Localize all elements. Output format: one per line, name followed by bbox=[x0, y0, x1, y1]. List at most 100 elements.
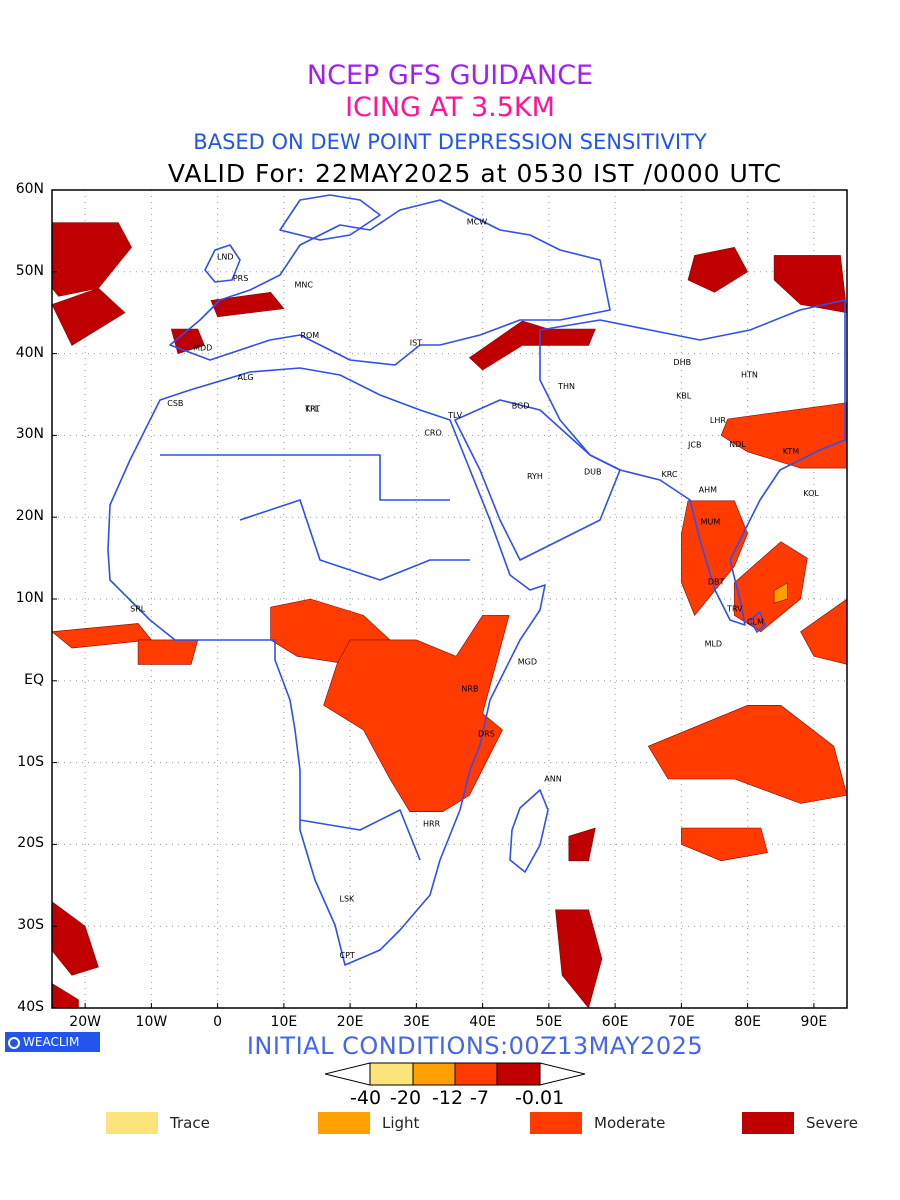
city-label-ann: ANN bbox=[544, 774, 561, 783]
icing-region-bengal-light bbox=[773, 582, 788, 604]
colorbar bbox=[325, 1062, 585, 1086]
lat-label: 30N bbox=[15, 426, 44, 443]
lon-label: 10W bbox=[135, 1014, 168, 1030]
icing-region-south-atlantic bbox=[51, 901, 99, 976]
icing-region-atlantic-eq bbox=[137, 639, 199, 665]
colorbar-segment bbox=[369, 1062, 414, 1086]
icing-region-south-atlantic-edge bbox=[51, 982, 79, 1009]
city-label-srl: SRL bbox=[130, 604, 146, 613]
europe-outline bbox=[169, 199, 611, 366]
city-label-ryh: RYH bbox=[527, 472, 543, 481]
city-label-dbt: DBT bbox=[708, 577, 725, 586]
city-label-alg: ALG bbox=[238, 373, 254, 382]
legend-swatch-trace bbox=[106, 1112, 158, 1134]
city-label-htn: HTN bbox=[741, 370, 758, 379]
legend-label-moderate: Moderate bbox=[594, 1114, 666, 1132]
city-label-dhb: DHB bbox=[673, 358, 691, 367]
icing-region-sumatra-south bbox=[681, 827, 768, 862]
icing-region-gulf-guinea bbox=[51, 623, 152, 649]
icing-regions bbox=[51, 222, 848, 1009]
scandinavia-outline bbox=[279, 194, 381, 241]
icing-region-france-germany bbox=[210, 291, 285, 318]
city-label-prs: PRS bbox=[233, 274, 248, 283]
lon-label: 20E bbox=[336, 1014, 364, 1030]
lat-label: 20N bbox=[15, 508, 44, 525]
city-label-cpt: CPT bbox=[340, 951, 355, 960]
lat-label: 10N bbox=[15, 590, 44, 606]
legend-label-light: Light bbox=[382, 1114, 420, 1132]
city-label-dub: DUB bbox=[584, 468, 602, 477]
lat-label: 50N bbox=[15, 262, 44, 279]
lon-label: 70E bbox=[668, 1014, 695, 1030]
city-label-mcw: MCW bbox=[467, 217, 487, 226]
colorbar-label: -40 bbox=[350, 1087, 382, 1109]
city-label-kol: KOL bbox=[803, 489, 819, 498]
coastlines-and-borders bbox=[107, 194, 846, 966]
arabia-outline bbox=[454, 399, 621, 561]
legend-swatch-moderate bbox=[530, 1112, 582, 1134]
city-label-mum: MUM bbox=[701, 518, 721, 527]
title-model: NCEP GFS GUIDANCE bbox=[306, 60, 594, 91]
city-label-tpl: TPL bbox=[304, 405, 320, 414]
city-label-clm: CLM bbox=[747, 617, 764, 626]
icing-region-bay-of-bengal bbox=[734, 541, 808, 633]
icing-region-great-lakes bbox=[323, 615, 510, 812]
icing-region-madagascar-east bbox=[568, 827, 596, 862]
city-label-lsk: LSK bbox=[340, 895, 356, 904]
legend-swatch-severe bbox=[742, 1112, 794, 1134]
axis-ticks bbox=[52, 189, 815, 1009]
city-label-trv: TRV bbox=[726, 604, 743, 613]
lat-label: 30S bbox=[17, 917, 44, 934]
city-label-krc: KRC bbox=[662, 470, 678, 479]
city-label-drs: DRS bbox=[478, 729, 495, 738]
icing-region-turkey-caucasus bbox=[468, 320, 596, 371]
icing-region-mongolia bbox=[773, 255, 848, 314]
city-label-jcb: JCB bbox=[687, 441, 701, 450]
madagascar-outline bbox=[509, 789, 549, 873]
icing-region-andaman bbox=[800, 598, 848, 665]
city-label-lhr: LHR bbox=[710, 416, 726, 425]
city-label-mdd: MDD bbox=[193, 343, 212, 352]
lon-label: 0 bbox=[213, 1014, 223, 1030]
colorbar-left-arrow bbox=[325, 1062, 371, 1086]
border-south-africa bbox=[299, 809, 421, 861]
city-label-kbl: KBL bbox=[676, 392, 692, 401]
city-label-ndl: NDL bbox=[729, 440, 746, 449]
lon-label: 20W bbox=[69, 1014, 101, 1030]
lon-label: 90E bbox=[800, 1014, 828, 1030]
city-label-mnc: MNC bbox=[294, 280, 313, 289]
city-label-krt: KRT bbox=[305, 405, 320, 414]
legend-swatch-light bbox=[318, 1112, 370, 1134]
legend-label-trace: Trace bbox=[170, 1114, 210, 1132]
lon-label: 60E bbox=[601, 1014, 629, 1030]
legend-label-severe: Severe bbox=[806, 1114, 858, 1132]
lat-label: 60N bbox=[15, 181, 44, 197]
lon-label: 80E bbox=[734, 1014, 761, 1030]
city-label-rom: ROM bbox=[300, 331, 319, 340]
map-frame bbox=[51, 189, 848, 1009]
city-label-csb: CSB bbox=[167, 399, 183, 408]
title-product: ICING AT 3.5KM bbox=[345, 92, 555, 123]
title-method: BASED ON DEW POINT DEPRESSION SENSITIVIT… bbox=[193, 130, 707, 154]
lon-label: 10E bbox=[270, 1014, 298, 1030]
colorbar-right-arrow bbox=[539, 1062, 585, 1086]
city-label-ahm: AHM bbox=[699, 486, 717, 495]
logo-circle-icon bbox=[8, 1036, 20, 1049]
lat-lon-grid bbox=[52, 190, 847, 1008]
lon-label: 40E bbox=[469, 1014, 496, 1030]
border-sahara bbox=[160, 454, 450, 501]
icing-region-kazakhstan bbox=[687, 246, 748, 293]
colorbar-segment bbox=[454, 1062, 498, 1086]
initial-conditions: INITIAL CONDITIONS:00Z13MAY2025 bbox=[246, 1032, 704, 1060]
title-valid-time: VALID For: 22MAY2025 at 0530 IST /0000 U… bbox=[167, 159, 783, 188]
weaclim-logo: WEACLIM bbox=[5, 1032, 100, 1052]
britain-outline bbox=[204, 244, 241, 283]
colorbar-label: -7 bbox=[470, 1087, 489, 1109]
city-label-mld: MLD bbox=[705, 639, 723, 648]
colorbar-segment bbox=[412, 1062, 456, 1086]
icing-region-north-atlantic-band bbox=[51, 287, 126, 346]
icing-region-north-atlantic-west bbox=[51, 222, 132, 297]
lon-label: 50E bbox=[535, 1014, 563, 1030]
city-label-thn: THN bbox=[557, 382, 575, 391]
